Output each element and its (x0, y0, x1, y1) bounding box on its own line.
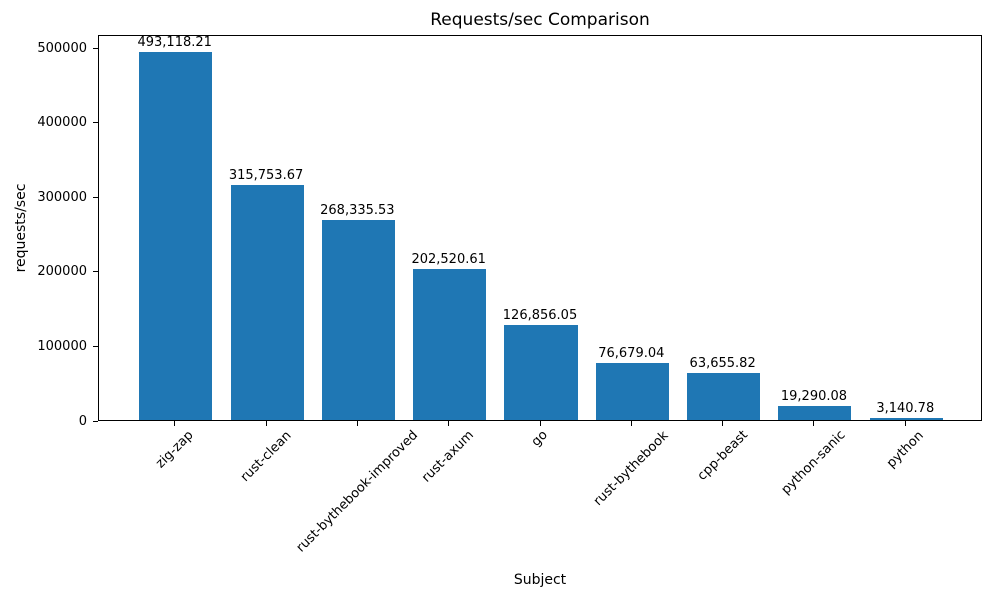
x-tick-label-zig-zap: zig-zap (152, 427, 197, 472)
bar-value-label: 493,118.21 (137, 35, 212, 51)
x-axis-label: Subject (513, 572, 567, 588)
x-tick-label-rust-bythebook: rust-bythebook (590, 427, 672, 509)
x-tick-label-rust-axum: rust-axum (419, 428, 478, 486)
y-tick-label: 0 (78, 413, 87, 429)
x-tick-label-cpp-beast: cpp-beast (694, 427, 751, 485)
y-tick-mark (93, 47, 98, 49)
x-tick-mark (265, 421, 267, 426)
y-tick-mark (93, 271, 98, 273)
bar-python (869, 417, 943, 420)
bar-rust-axum (413, 269, 487, 420)
y-tick-label: 300000 (37, 189, 87, 205)
bar-value-label: 19,290.08 (780, 388, 848, 404)
x-tick-mark (630, 421, 632, 426)
y-tick-label: 100000 (37, 338, 87, 354)
bar-value-label: 202,520.61 (411, 252, 486, 268)
bar-value-label: 315,753.67 (228, 167, 304, 183)
bar-python-sanic (778, 405, 852, 420)
bar-go (504, 325, 578, 420)
x-tick-mark (904, 421, 906, 426)
bar-value-label: 3,140.78 (876, 400, 935, 416)
y-tick-mark (93, 122, 98, 124)
bar-value-label: 268,335.53 (320, 202, 395, 218)
chart-title: Requests/sec Comparison (430, 10, 650, 30)
x-tick-mark (448, 421, 450, 426)
x-tick-mark (539, 421, 541, 426)
y-tick-mark (93, 345, 98, 347)
x-tick-mark (813, 421, 815, 426)
x-tick-label-go: go (528, 427, 551, 450)
bar-rust-bythebook-improved (321, 219, 395, 420)
x-tick-label-rust-bythebook-improved: rust-bythebook-improved (293, 427, 421, 556)
x-tick-mark (356, 421, 358, 426)
x-tick-mark (722, 421, 724, 426)
y-tick-label: 200000 (37, 264, 87, 280)
bar-rust-bythebook (595, 362, 669, 420)
y-tick-mark (93, 196, 98, 198)
x-tick-label-rust-clean: rust-clean (237, 427, 295, 485)
bar-rust-clean (230, 184, 304, 420)
x-tick-label-python-sanic: python-sanic (778, 428, 849, 498)
y-tick-label: 500000 (37, 40, 87, 56)
x-tick-mark (174, 421, 176, 426)
y-tick-label: 400000 (37, 115, 87, 131)
plot-area (98, 35, 982, 421)
bar-cpp-beast (687, 372, 761, 420)
bar-value-label: 126,856.05 (502, 308, 578, 324)
bar-value-label: 63,655.82 (689, 355, 756, 371)
x-tick-label-python: python (883, 427, 927, 471)
bar-value-label: 76,679.04 (598, 345, 665, 361)
y-tick-mark (93, 420, 98, 422)
bar-zig-zap (139, 52, 213, 420)
